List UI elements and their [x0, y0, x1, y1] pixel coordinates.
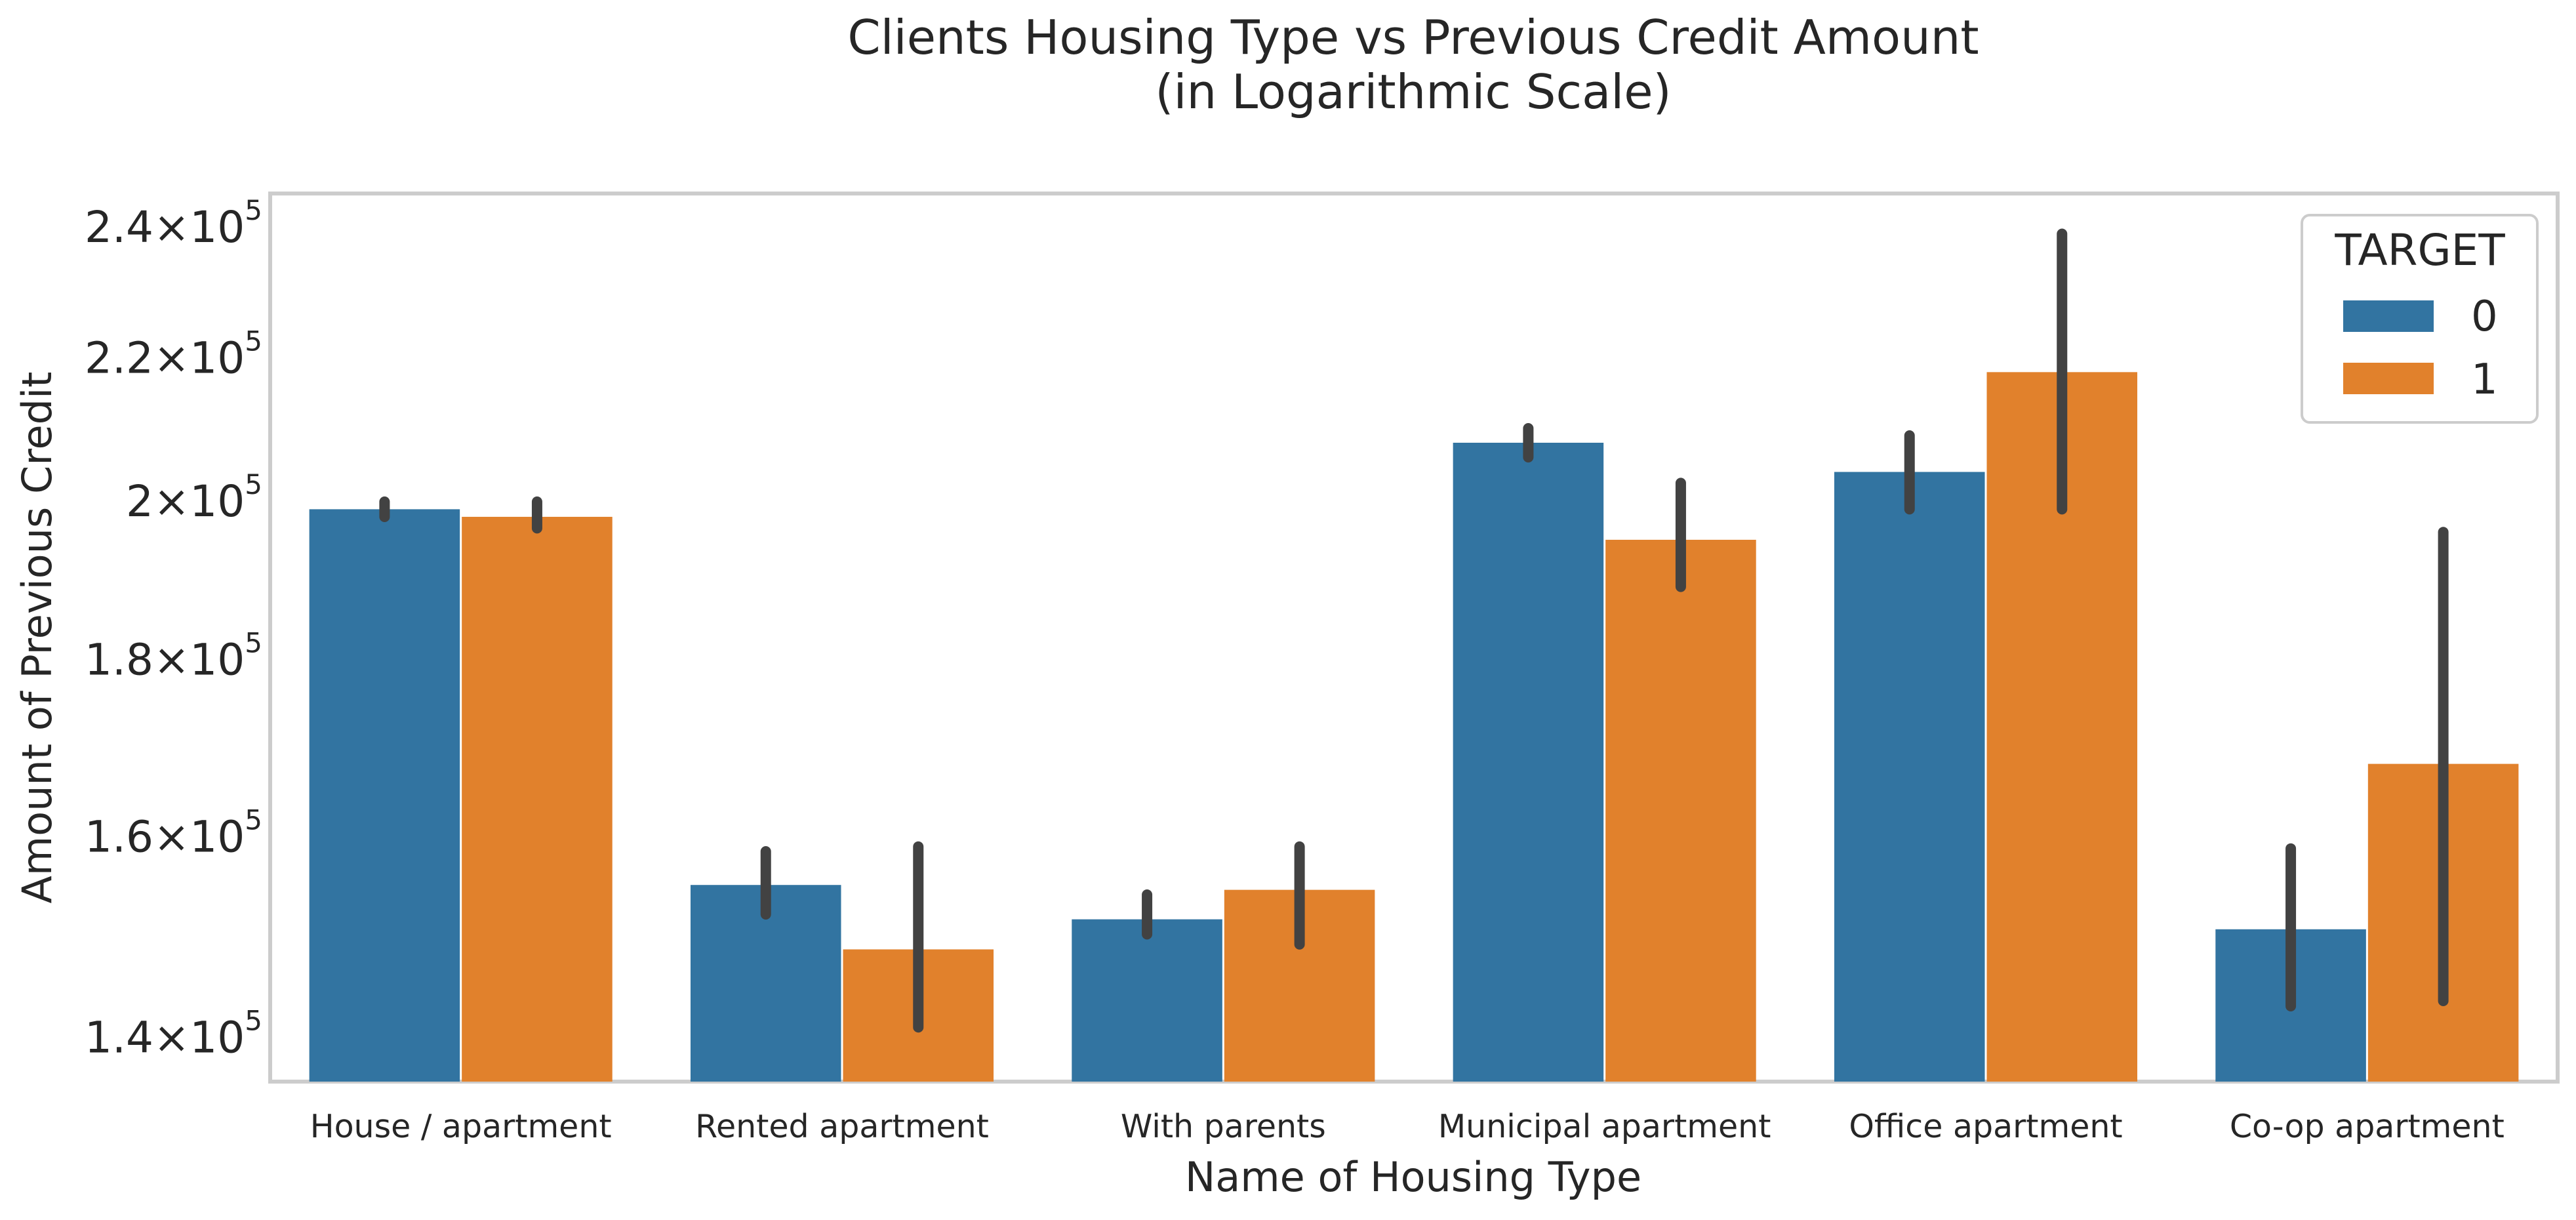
y-tick-label: 2×105: [126, 468, 262, 527]
legend-label-0: 0: [2471, 293, 2498, 341]
plot-frame: [268, 192, 2560, 1084]
x-tick-label: Co-op apartment: [2230, 1108, 2505, 1145]
bar-target-0: [1072, 919, 1222, 1082]
legend: TARGET 0 1: [2301, 214, 2539, 424]
chart-title: Clients Housing Type vs Previous Credit …: [847, 10, 1979, 65]
bar-target-1: [462, 516, 613, 1082]
y-tick-label: 2.2×105: [85, 325, 262, 383]
x-tick-label: House / apartment: [310, 1108, 612, 1145]
x-tick-label: With parents: [1121, 1108, 1326, 1145]
bar-target-1: [1605, 539, 1756, 1082]
x-tick-label: Municipal apartment: [1438, 1108, 1771, 1145]
legend-title: TARGET: [2334, 225, 2505, 275]
y-tick-label: 2.4×105: [85, 194, 262, 253]
x-tick-label: Office apartment: [1849, 1108, 2122, 1145]
y-tick-label: 1.6×105: [85, 803, 262, 862]
error-bars: [379, 228, 2449, 1033]
y-axis-label: Amount of Previous Credit: [13, 372, 61, 904]
chart-subtitle: (in Logarithmic Scale): [1155, 64, 1671, 119]
bar-target-0: [1834, 472, 1985, 1082]
legend-swatch-0: [2343, 300, 2434, 332]
bar-target-0: [1453, 442, 1604, 1082]
legend-swatch-1: [2343, 363, 2434, 394]
legend-label-1: 1: [2471, 356, 2498, 404]
bars: [309, 372, 2519, 1082]
x-axis-label: Name of Housing Type: [1185, 1153, 1641, 1201]
bar-target-0: [309, 509, 460, 1082]
y-tick-label: 1.4×105: [85, 1005, 262, 1063]
x-tick-label: Rented apartment: [695, 1108, 989, 1145]
x-axis-ticks: House / apartment Rented apartment With pa…: [310, 1108, 2505, 1145]
y-axis-ticks: 1.4×105 1.6×105 1.8×105 2×105 2.2×105 2.4×105: [85, 194, 262, 1063]
y-tick-label: 1.8×105: [85, 626, 262, 685]
